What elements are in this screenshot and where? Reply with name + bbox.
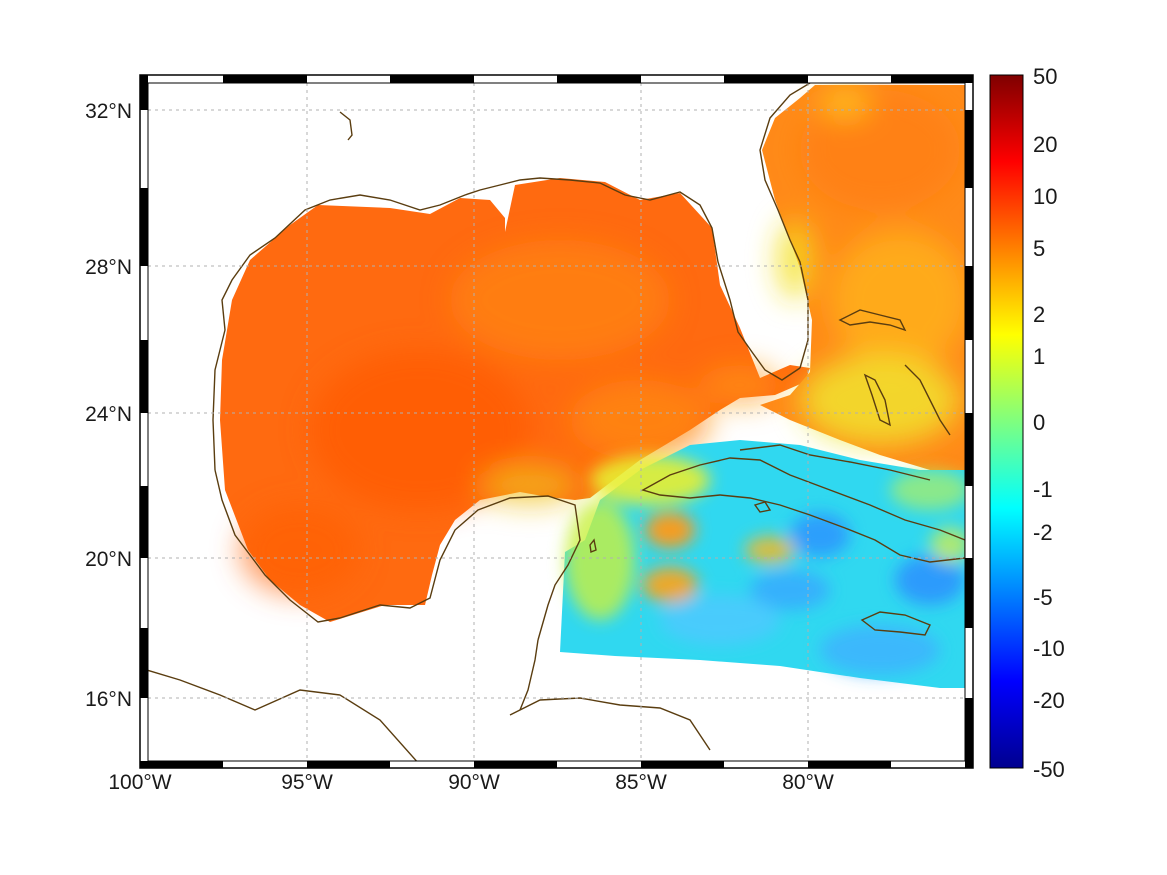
colorbar-label: 20 [1033,132,1057,157]
colorbar-label: -2 [1033,520,1053,545]
colorbar-gradient [989,74,1024,769]
colorbar-label: -50 [1033,757,1065,782]
lon-tick-label: 80°W [782,771,834,794]
lat-tick-label: 28°N [85,256,132,279]
lat-tick-label: 20°N [85,548,132,571]
isle-of-youth [753,501,772,513]
gulf-shading [240,240,780,595]
honduras-coast [509,697,711,751]
lat-tick-label: 32°N [85,100,132,123]
colorbar-label: 1 [1033,344,1045,369]
lon-tick-label: 90°W [448,771,500,794]
colorbar-label: 50 [1033,64,1057,89]
colorbar-label: 2 [1033,302,1045,327]
mexico-gulf-coast [214,469,581,641]
colorbar-label: -5 [1033,585,1053,610]
atlantic-island [339,111,353,141]
lon-tick-label: 100°W [108,771,171,794]
lon-tick-labels: 100°W 95°W 90°W 85°W 80°W [108,771,834,794]
map-frame [139,74,974,769]
lon-tick-label: 95°W [281,771,333,794]
florida-east-coast [759,83,812,369]
cozumel [589,538,597,553]
data-field [220,85,965,688]
us-gulf-coast [212,177,801,471]
coastlines [148,83,965,761]
caribbean-shading [565,455,965,675]
colorbar-label: 5 [1033,236,1045,261]
belize-yucatan-east [519,639,539,711]
cuba-outline [641,457,965,563]
colorbar-labels: 50 20 10 5 2 1 0 -1 -2 -5 -10 -20 -50 [1033,64,1065,782]
colorbar-label: 0 [1033,410,1045,435]
colorbar: 50 20 10 5 2 1 0 -1 -2 -5 -10 -20 -50 [989,64,1065,782]
colorbar-label: -1 [1033,477,1053,502]
lon-tick-label: 85°W [615,771,667,794]
jamaica-outline [860,611,931,636]
bahamas-east [904,364,951,436]
bahamas-north [838,309,907,332]
bahamas-andros [863,373,891,427]
cuba-north-keys [739,444,931,481]
atlantic-shading [777,88,965,445]
central-america-coast [148,669,418,761]
lat-tick-label: 16°N [85,688,132,711]
lat-tick-label: 24°N [85,403,132,426]
colorbar-label: -10 [1033,636,1065,661]
lat-tick-labels: 32°N 28°N 24°N 20°N 16°N [85,100,132,711]
grid-lines [148,83,965,761]
colorbar-label: 10 [1033,184,1057,209]
colorbar-label: -20 [1033,688,1065,713]
